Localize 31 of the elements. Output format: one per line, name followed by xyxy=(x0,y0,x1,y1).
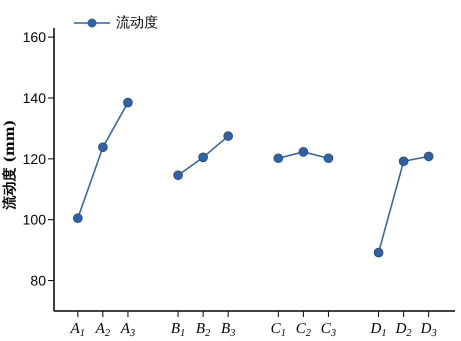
x-tick-label: B$_{1}$ xyxy=(170,321,186,340)
x-tick-label: C$_{1}$ xyxy=(270,321,286,340)
x-tick-label: A$_{3}$ xyxy=(120,321,136,340)
point xyxy=(198,152,208,162)
x-tick-label: C$_{3}$ xyxy=(320,321,336,340)
y-tick-label: 120 xyxy=(22,150,46,167)
x-tick-label: D$_{3}$ xyxy=(420,321,437,340)
y-tick-label: 100 xyxy=(22,212,46,228)
x-tick-label: D$_{1}$ xyxy=(370,321,387,340)
point xyxy=(398,156,408,166)
point xyxy=(73,213,83,223)
y-axis-title: 流动度 (mm) xyxy=(0,120,18,210)
y-tick-label: 160 xyxy=(22,29,46,46)
x-tick-label: A$_{1}$ xyxy=(70,321,86,340)
point xyxy=(223,131,233,141)
y-tick-label: 140 xyxy=(22,90,46,106)
x-tick-label: B$_{2}$ xyxy=(196,321,212,340)
x-tick-label: C$_{2}$ xyxy=(296,321,312,340)
y-tick-label: 80 xyxy=(30,272,46,289)
x-tick-label: A$_{2}$ xyxy=(94,321,111,340)
x-tick-label: D$_{2}$ xyxy=(394,321,412,340)
point xyxy=(424,152,434,162)
x-tick-label: B$_{3}$ xyxy=(220,321,236,340)
point xyxy=(274,153,284,164)
legend-label: 流动度 xyxy=(116,14,158,32)
point xyxy=(374,248,384,258)
point xyxy=(324,153,334,164)
point xyxy=(123,98,133,108)
point xyxy=(98,142,108,152)
point xyxy=(173,170,183,180)
point xyxy=(298,147,308,157)
